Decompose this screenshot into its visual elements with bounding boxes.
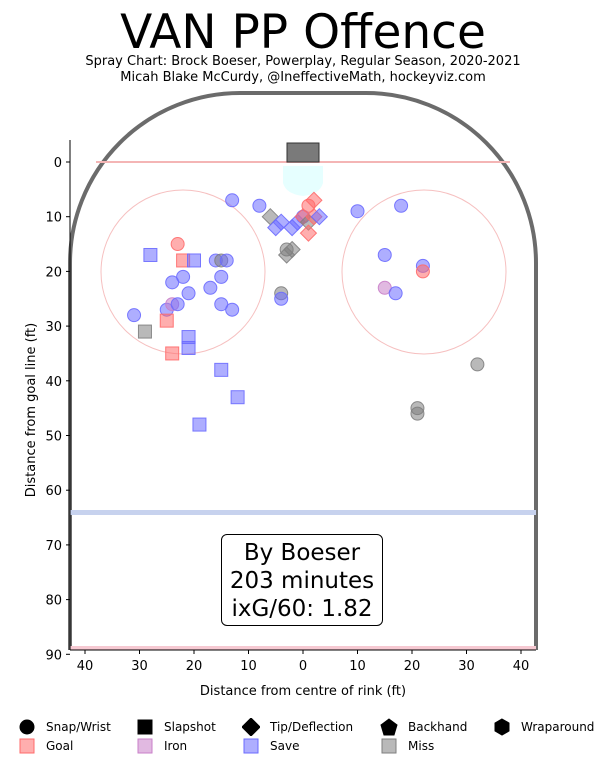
square-icon bbox=[18, 737, 36, 755]
shot-point-save bbox=[225, 193, 240, 208]
shot-point-miss bbox=[283, 240, 301, 259]
square-icon bbox=[136, 718, 154, 736]
shot-point-miss bbox=[137, 324, 152, 339]
legend-label: Backhand bbox=[408, 720, 468, 734]
shot-point-goal bbox=[165, 346, 180, 361]
y-tick-label: 90 bbox=[45, 648, 62, 663]
shot-points bbox=[127, 191, 485, 432]
chart-title: VAN PP Offence bbox=[120, 5, 486, 60]
shot-point-save bbox=[350, 204, 365, 219]
y-tick-label: 80 bbox=[45, 594, 62, 609]
legend: Snap/Wrist Slapshot Tip/Deflection Backhand… bbox=[0, 716, 606, 766]
diamond-icon bbox=[241, 717, 261, 737]
blue-line bbox=[70, 510, 536, 515]
y-tick-label: 70 bbox=[45, 539, 62, 554]
shot-point-save bbox=[143, 247, 158, 262]
square-icon bbox=[136, 737, 154, 755]
shot-point-save bbox=[377, 247, 392, 262]
x-axis-label: Distance from centre of rink (ft) bbox=[200, 684, 406, 699]
shot-point-goal bbox=[159, 313, 174, 328]
chart-subtitle: Spray Chart: Brock Boeser, Powerplay, Re… bbox=[0, 54, 606, 86]
shot-point-save bbox=[252, 198, 267, 213]
shot-point-save bbox=[176, 269, 191, 284]
x-tick-label: 10 bbox=[240, 659, 257, 674]
stats-player: By Boeser bbox=[243, 540, 361, 566]
legend-label: Slapshot bbox=[164, 720, 216, 734]
y-tick-label: 50 bbox=[45, 430, 62, 445]
legend-label: Tip/Deflection bbox=[270, 720, 354, 734]
shot-point-save bbox=[203, 280, 218, 295]
shot-point-miss bbox=[470, 357, 485, 372]
shot-point-save bbox=[219, 253, 234, 268]
y-tick-label: 60 bbox=[45, 484, 62, 499]
x-tick-label: 40 bbox=[513, 659, 530, 674]
shot-point-save bbox=[225, 302, 240, 317]
shot-point-save bbox=[214, 297, 229, 312]
legend-label: Goal bbox=[46, 739, 74, 753]
shot-point-save bbox=[127, 308, 142, 323]
shot-point-goal bbox=[415, 264, 430, 279]
subtitle-line-1: Spray Chart: Brock Boeser, Powerplay, Re… bbox=[85, 54, 521, 69]
shot-point-save bbox=[394, 198, 409, 213]
legend-label: Save bbox=[270, 739, 300, 753]
axes: 40 30 20 10 0 10 20 30 40 0 10 20 30 40 50 60 70 80 90 bbox=[45, 140, 536, 674]
shot-point-save bbox=[170, 297, 185, 312]
x-tick-label: 30 bbox=[458, 659, 475, 674]
x-tick-label: 10 bbox=[349, 659, 366, 674]
shot-point-save bbox=[165, 275, 180, 290]
shot-point-save bbox=[214, 269, 229, 284]
shot-point-goal bbox=[170, 237, 185, 252]
legend-label: Snap/Wrist bbox=[46, 720, 111, 734]
shot-point-save bbox=[274, 291, 289, 306]
shot-point-save bbox=[388, 286, 403, 301]
pentagon-icon bbox=[380, 718, 398, 736]
y-tick-label: 40 bbox=[45, 375, 62, 390]
goal-crease bbox=[283, 166, 323, 196]
x-tick-label: 0 bbox=[299, 659, 307, 674]
x-tick-label: 30 bbox=[131, 659, 148, 674]
goal-net bbox=[286, 142, 320, 163]
right-faceoff-circle bbox=[341, 189, 507, 355]
shot-point-save bbox=[192, 417, 207, 432]
y-axis-label: Distance from goal line (ft) bbox=[24, 323, 39, 497]
y-tick-label: 0 bbox=[54, 156, 62, 171]
centre-line bbox=[70, 646, 536, 650]
rink-outline bbox=[68, 91, 538, 650]
boards bbox=[68, 91, 538, 650]
shot-point-iron bbox=[377, 280, 392, 295]
x-tick-label: 40 bbox=[77, 659, 94, 674]
y-tick-label: 30 bbox=[45, 320, 62, 335]
shot-point-goal bbox=[299, 224, 318, 242]
legend-label: Wraparound bbox=[521, 720, 595, 734]
shot-point-miss bbox=[410, 406, 425, 421]
y-tick-label: 10 bbox=[45, 211, 62, 226]
stats-minutes: 203 minutes bbox=[229, 568, 375, 594]
shot-point-save bbox=[187, 253, 201, 268]
square-icon bbox=[380, 737, 398, 755]
shot-point-save bbox=[181, 340, 196, 355]
shot-point-save bbox=[214, 362, 229, 377]
subtitle-line-2: Micah Blake McCurdy, @IneffectiveMath, h… bbox=[120, 70, 486, 85]
hexagon-icon bbox=[493, 718, 511, 736]
x-tick-label: 20 bbox=[186, 659, 203, 674]
square-icon bbox=[242, 737, 260, 755]
y-tick-label: 20 bbox=[45, 265, 62, 280]
stats-ixg: ixG/60: 1.82 bbox=[231, 596, 373, 622]
circle-icon bbox=[18, 718, 36, 736]
stats-box: By Boeser 203 minutes ixG/60: 1.82 bbox=[221, 534, 383, 626]
legend-label: Miss bbox=[408, 739, 435, 753]
shot-point-save bbox=[310, 207, 329, 226]
legend-label: Iron bbox=[164, 739, 188, 753]
x-tick-label: 20 bbox=[404, 659, 421, 674]
shot-point-save bbox=[230, 390, 245, 405]
shot-point-save bbox=[181, 286, 196, 301]
